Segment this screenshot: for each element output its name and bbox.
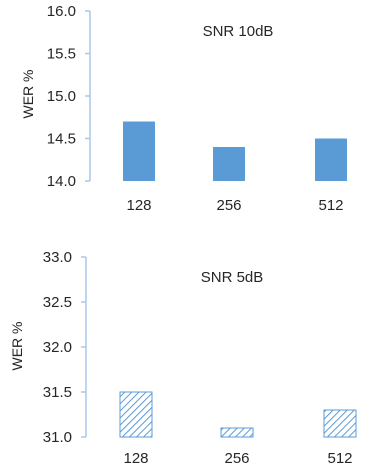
chart-title: SNR 5dB: [201, 269, 264, 286]
y-tick-labels: 31.0 31.5 32.0 32.5 33.0: [43, 249, 86, 446]
bar-256: [220, 427, 254, 438]
y-tick-label: 32.5: [43, 294, 72, 311]
y-tick-label: 14.0: [47, 173, 76, 190]
x-tick-labels: 128 256 512: [126, 197, 343, 214]
y-tick-label: 14.5: [47, 131, 76, 148]
x-tick-label: 256: [216, 197, 241, 214]
y-tick-label: 16.0: [47, 3, 76, 20]
bar-512: [323, 409, 357, 438]
x-tick-label: 128: [123, 450, 148, 467]
chart-panel-snr-10db: SNR 10dB WER % 14.0 14.5 15.0 15.5 16.0 128 2…: [20, 3, 347, 214]
y-axis-title: WER %: [9, 322, 25, 371]
y-tick-label: 33.0: [43, 249, 72, 266]
y-tick-label: 32.0: [43, 339, 72, 356]
y-tick-label: 31.5: [43, 384, 72, 401]
y-tick-label: 15.5: [47, 46, 76, 63]
y-tick-label: 31.0: [43, 429, 72, 446]
y-tick-labels: 14.0 14.5 15.0 15.5 16.0: [47, 3, 90, 190]
x-tick-label: 256: [224, 450, 249, 467]
bar-512: [315, 138, 347, 181]
y-tick-label: 15.0: [47, 88, 76, 105]
bars: [119, 391, 357, 438]
bar-128: [119, 391, 153, 438]
bar-128: [123, 121, 155, 181]
x-tick-label: 128: [126, 197, 151, 214]
x-tick-label: 512: [318, 197, 343, 214]
x-tick-labels: 128 256 512: [123, 450, 352, 467]
chart-title: SNR 10dB: [203, 23, 274, 40]
bars: [123, 121, 347, 181]
bar-256: [213, 147, 245, 181]
chart-panel-snr-5db: SNR 5dB WER % 31.0 31.5 32.0 32.5 33.0 128 25…: [9, 249, 357, 467]
y-axis-title: WER %: [20, 70, 36, 119]
x-tick-label: 512: [327, 450, 352, 467]
